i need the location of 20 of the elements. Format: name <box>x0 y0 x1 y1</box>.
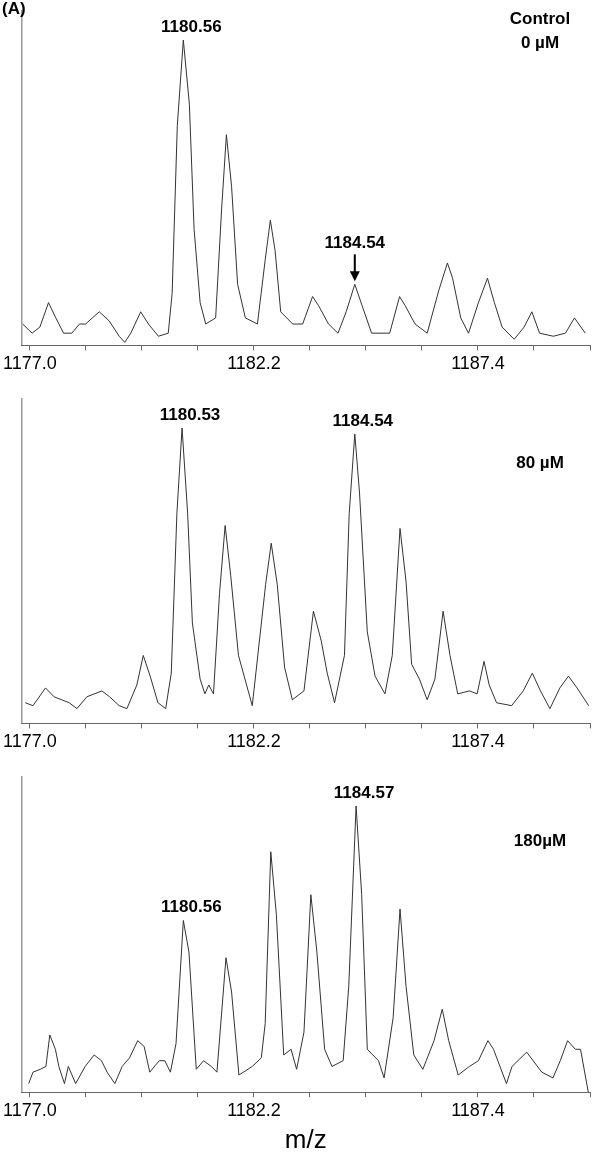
x-tick-label: 1187.4 <box>451 731 505 752</box>
x-tick-label: 1177.0 <box>3 731 57 752</box>
x-tick-label: 1182.2 <box>227 353 281 374</box>
x-tick-label: 1187.4 <box>451 1099 505 1120</box>
annotation: 80 µM <box>516 453 564 472</box>
annotation: 1184.57 <box>333 783 395 802</box>
annotation: 1184.54 <box>332 410 394 430</box>
annotation: 1180.56 <box>161 897 222 917</box>
x-tick-label: 1182.2 <box>227 731 281 752</box>
annotation: Control 0 µM <box>509 9 571 52</box>
annotation: 1184.54 <box>324 233 386 253</box>
x-tick-label: 1177.0 <box>3 353 57 374</box>
text: (A) <box>2 0 26 18</box>
x-tick-label: 1177.0 <box>3 1099 57 1120</box>
x-tick-label: 1187.4 <box>451 353 505 374</box>
annotation: 180µM <box>513 831 567 850</box>
annotation: 1180.53 <box>159 405 221 424</box>
x-axis-title: m/z <box>284 1123 327 1154</box>
annotation: 1180.56 <box>161 17 222 36</box>
x-tick-label: 1182.2 <box>227 1099 281 1120</box>
